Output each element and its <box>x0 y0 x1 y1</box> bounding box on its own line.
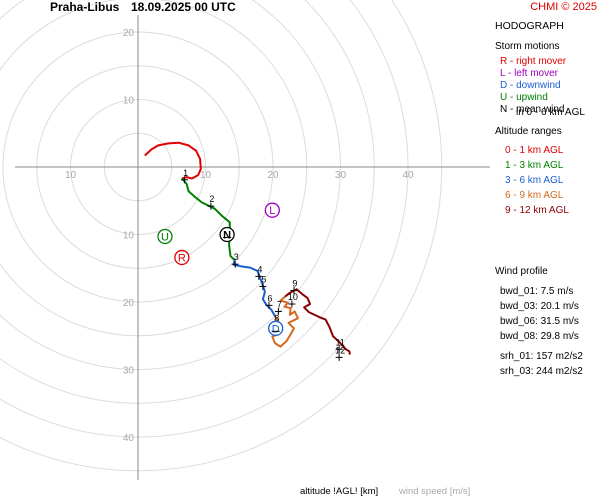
storm-motion-label: U <box>161 232 169 244</box>
level-label: 2 <box>209 194 214 204</box>
wind-profile-item: bwd_08: 29.8 m/s <box>500 331 579 342</box>
hodograph-trace <box>284 288 351 355</box>
mean-wind-subtitle: in 0 - 6 km AGL <box>516 107 585 118</box>
wind-profile-item: bwd_03: 20.1 m/s <box>500 301 579 312</box>
altitude-range-legend-item: 9 - 12 km AGL <box>505 205 569 216</box>
range-ring <box>0 0 308 337</box>
level-label: 7 <box>277 299 282 309</box>
level-label: 11 <box>335 337 344 347</box>
storm-motion-label: R <box>178 252 186 264</box>
storm-motions: RU L N D <box>157 202 284 336</box>
ring-tick-label: 20 <box>123 28 135 39</box>
level-label: 6 <box>267 293 272 303</box>
level-label: 8 <box>274 314 279 324</box>
ring-tick-label: 10 <box>123 96 135 107</box>
altitude-range-legend-item: 3 - 6 km AGL <box>505 175 564 186</box>
ring-tick-label: 20 <box>267 170 279 181</box>
storm-motion-label: D <box>272 323 280 335</box>
level-label: 3 <box>234 252 239 262</box>
ring-tick-label: 40 <box>402 170 414 181</box>
hodograph-axes <box>15 15 490 480</box>
storm-motion-legend-item: L - left mover <box>500 68 558 79</box>
storm-motion-legend-item: U - upwind <box>500 92 548 103</box>
storm-motion-circle <box>174 249 190 266</box>
ring-tick-label: 10 <box>200 170 212 181</box>
hodograph-traces <box>144 141 351 355</box>
wind-profile-title: Wind profile <box>495 266 548 277</box>
storm-motion-label: N <box>223 230 231 242</box>
ring-labels: 10 10 20 30 40 20 10 10 20 30 40 <box>65 28 414 444</box>
storm-motion-legend-item: N - mean wind <box>500 104 565 115</box>
wind-profile-item: srh_03: 244 m2/s2 <box>500 366 583 377</box>
ring-tick-label: 40 <box>123 433 135 444</box>
altitude-range-legend-item: 6 - 9 km AGL <box>505 190 564 201</box>
sounding-datetime: 18.09.2025 00 UTC <box>131 0 236 14</box>
storm-motion-circle <box>157 228 173 245</box>
copyright-label: CHMI © 2025 <box>530 1 597 13</box>
wind-profile-item: srh_01: 157 m2/s2 <box>500 351 583 362</box>
altitude-ranges-title: Altitude ranges <box>495 126 562 137</box>
altitude-range-legend-item: 0 - 1 km AGL <box>505 145 564 156</box>
level-label: 12 <box>335 345 345 355</box>
level-label: 1 <box>183 168 188 178</box>
storm-motion-circle <box>264 202 280 218</box>
ring-tick-label: 30 <box>123 366 135 377</box>
storm-motion-legend-item: R - right mover <box>500 56 567 67</box>
storm-motion-legend-item: D - downwind <box>500 80 561 91</box>
range-ring <box>0 0 375 404</box>
ring-tick-label: 10 <box>123 231 135 242</box>
hodograph-trace <box>181 177 236 261</box>
altitude-range-legend-item: 1 - 3 km AGL <box>505 160 564 171</box>
ring-tick-label: 10 <box>65 170 77 181</box>
wind-profile-item: bwd_01: 7.5 m/s <box>500 286 574 297</box>
station-name: Praha-Libus <box>50 0 120 14</box>
ring-tick-label: 20 <box>123 298 135 309</box>
level-label: 9 <box>292 279 297 289</box>
level-label: 10 <box>288 292 298 302</box>
level-label: 4 <box>257 264 262 274</box>
level-label: 5 <box>261 274 266 284</box>
wind-profile-item: bwd_06: 31.5 m/s <box>500 316 579 327</box>
storm-motions-title: Storm motions <box>495 41 560 52</box>
hodograph-trace <box>144 141 202 180</box>
altitude-axis-label: altitude !AGL! [km] <box>300 486 379 497</box>
side-panel-title: HODOGRAPH <box>495 20 564 32</box>
wind-speed-axis-label: wind speed [m/s] <box>399 486 471 497</box>
range-ring <box>0 0 409 438</box>
ring-tick-label: 30 <box>335 170 347 181</box>
storm-motion-label: L <box>269 205 275 217</box>
